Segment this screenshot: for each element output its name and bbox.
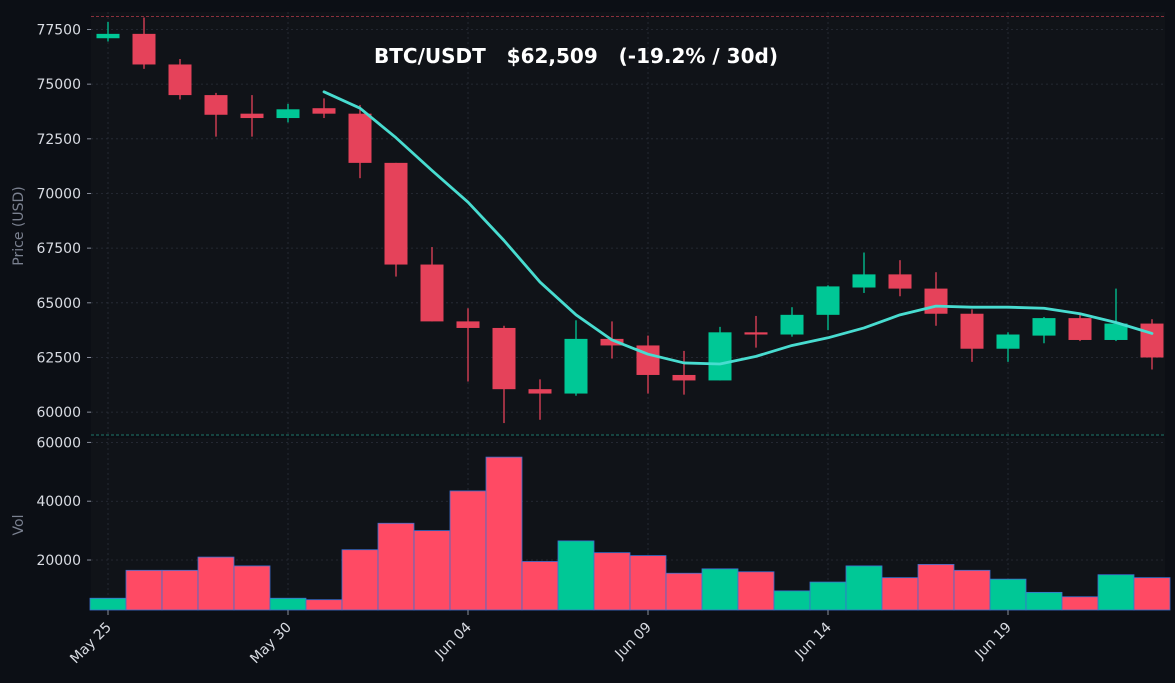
volume-tick-label: 40000 <box>36 494 81 510</box>
volume-bar <box>593 552 631 611</box>
volume-bar <box>989 578 1027 611</box>
volume-bar <box>377 522 415 611</box>
candle-body <box>384 162 408 265</box>
candle-body <box>1068 318 1092 340</box>
volume-bar <box>1097 574 1135 611</box>
volume-bar <box>701 568 739 611</box>
candle-body <box>240 113 264 119</box>
candle-body <box>996 334 1020 349</box>
volume-bar <box>341 549 379 611</box>
candle-body <box>924 288 948 314</box>
candle-body <box>528 389 552 394</box>
volume-bar <box>881 577 919 611</box>
price-tick-label: 65000 <box>36 296 81 312</box>
volume-bar <box>1133 577 1171 611</box>
candle-body <box>600 338 624 346</box>
price-axis-label: Price (USD) <box>11 186 27 265</box>
volume-bar <box>1025 591 1063 611</box>
volume-bar <box>197 556 235 611</box>
candle-body <box>204 95 228 115</box>
moving-average-line <box>322 90 1154 366</box>
volume-bar <box>305 599 343 611</box>
candle-body <box>168 64 192 96</box>
volume-bar <box>89 597 127 611</box>
candle-body <box>492 327 516 390</box>
volume-axis-label: Vol <box>11 515 27 536</box>
candle-body <box>816 286 840 315</box>
candle-body <box>960 313 984 349</box>
candle-body <box>564 338 588 394</box>
volume-bar <box>449 490 487 611</box>
price-tick-label: 72500 <box>36 132 81 148</box>
volume-bar <box>773 590 811 611</box>
volume-bar <box>413 530 451 611</box>
candle-body <box>744 332 768 335</box>
candlesticks <box>96 17 1164 424</box>
volume-bar <box>485 456 523 611</box>
candle-body <box>276 109 300 119</box>
candle-body <box>888 274 912 289</box>
chart-title: BTC/USDT $62,509 (-19.2% / 30d) <box>374 44 778 68</box>
grid-lines <box>91 12 1165 610</box>
candle-body <box>1140 323 1164 358</box>
volume-bar <box>953 569 991 611</box>
volume-tick-label: 60000 <box>36 435 81 451</box>
volume-bar <box>845 565 883 611</box>
price-tick-label: 67500 <box>36 241 81 257</box>
candle-body <box>312 108 336 114</box>
volume-bar <box>557 540 595 611</box>
candle-body <box>1104 323 1128 340</box>
candle-body <box>420 264 444 322</box>
candle-body <box>132 33 156 65</box>
price-tick-label: 77500 <box>36 22 81 38</box>
candle-body <box>96 33 120 39</box>
volume-bar <box>269 597 307 611</box>
volume-tick-label: 20000 <box>36 553 81 569</box>
candle-body <box>852 274 876 288</box>
price-tick-label: 75000 <box>36 77 81 93</box>
candle-body <box>708 332 732 381</box>
price-tick-label: 60000 <box>36 405 81 421</box>
volume-bars <box>89 456 1171 611</box>
volume-bar <box>737 571 775 611</box>
candle-body <box>672 374 696 381</box>
volume-bar <box>629 555 667 611</box>
volume-bar <box>917 564 955 611</box>
price-tick-label: 70000 <box>36 186 81 202</box>
moving-average <box>322 90 1154 366</box>
volume-bar <box>809 581 847 611</box>
volume-bar <box>233 565 271 611</box>
volume-bar <box>521 561 559 611</box>
candle-body <box>348 113 372 163</box>
volume-bar <box>665 572 703 611</box>
volume-bar <box>125 569 163 611</box>
candle-body <box>780 314 804 335</box>
price-panel-background <box>91 12 1165 434</box>
candle-body <box>456 321 480 328</box>
price-tick-label: 62500 <box>36 350 81 366</box>
volume-bar <box>1061 596 1099 611</box>
volume-bar <box>161 569 199 611</box>
candle-body <box>1032 318 1056 336</box>
